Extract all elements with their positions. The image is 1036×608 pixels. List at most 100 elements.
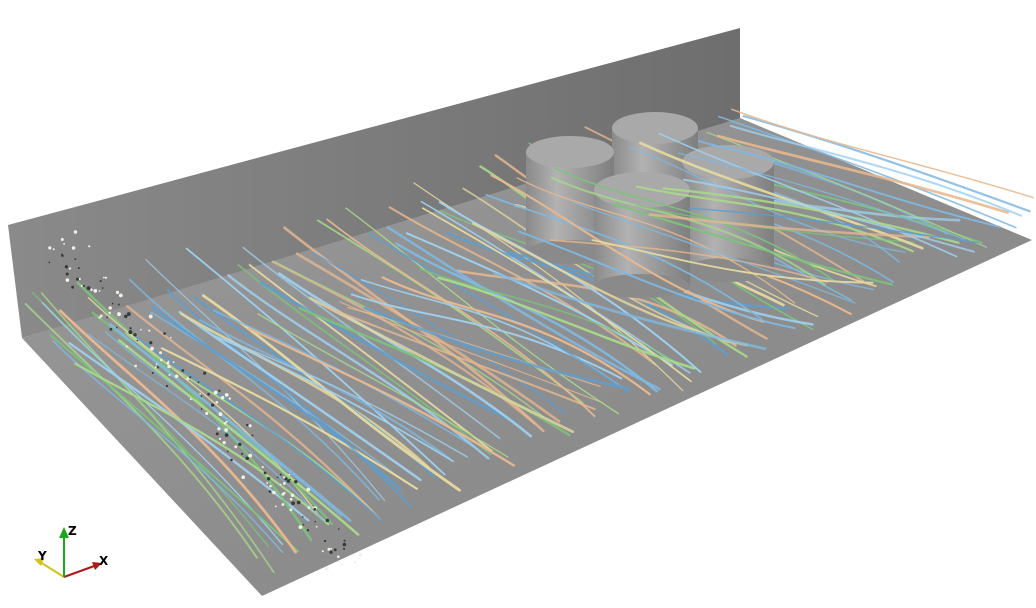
seed-point [218, 389, 221, 392]
streamline [211, 334, 454, 463]
seed-point [167, 364, 171, 369]
seed-point [90, 288, 93, 291]
seed-point [165, 384, 169, 388]
seed-point [155, 363, 158, 366]
streamline [731, 108, 1034, 199]
seed-point [78, 277, 81, 281]
streamline [316, 219, 584, 404]
seed-point [124, 314, 128, 319]
streamline [421, 207, 692, 383]
streamline [573, 201, 856, 304]
seed-point [77, 267, 80, 270]
streamline [41, 302, 284, 546]
seed-point [223, 421, 227, 425]
streamline [325, 305, 596, 411]
streamline [135, 336, 382, 522]
seed-point [115, 290, 120, 294]
seed-point [224, 428, 228, 432]
seed-point [151, 372, 154, 374]
seed-point [150, 346, 154, 351]
seed-point [289, 478, 291, 481]
streamline [591, 239, 874, 284]
streamline [493, 272, 767, 351]
seed-point [306, 487, 311, 492]
seed-point [71, 285, 75, 289]
streamline [201, 294, 461, 492]
seed-point [342, 542, 347, 547]
streamline [549, 239, 828, 283]
seed-point [106, 316, 109, 319]
seed-point [103, 276, 105, 279]
seed-point [343, 539, 346, 542]
streamline [125, 332, 374, 512]
seed-point [65, 272, 69, 276]
seed-point [246, 423, 249, 427]
seed-point [268, 490, 272, 493]
seed-point [266, 482, 269, 484]
seed-point [86, 286, 91, 291]
z-axis-label: Z [68, 524, 77, 538]
seed-point [172, 361, 175, 364]
seed-point [218, 412, 223, 417]
seed-point [341, 563, 344, 566]
seed-point [200, 408, 203, 410]
streamline [517, 230, 796, 330]
seed-point [301, 516, 304, 518]
seed-point [276, 476, 279, 479]
streamline [185, 247, 446, 476]
seed-point [80, 284, 83, 287]
seed-point [269, 484, 272, 488]
seed-point [75, 277, 80, 281]
seed-point [224, 392, 229, 397]
streamline [490, 174, 765, 323]
seed-point [108, 311, 111, 315]
seed-point [129, 327, 132, 330]
seed-point [174, 374, 179, 379]
streamline [648, 213, 931, 239]
seed-point [156, 366, 159, 369]
streamline [388, 206, 657, 366]
streamline [682, 178, 975, 253]
seed-point [248, 424, 252, 428]
x-axis-label: X [99, 554, 109, 568]
seed-point [272, 490, 276, 495]
streamline [405, 232, 674, 366]
seed-point [314, 520, 316, 523]
seed-point [160, 358, 163, 362]
streamline [639, 141, 924, 250]
seed-point [98, 290, 101, 292]
streamline [295, 252, 561, 423]
seed-point [307, 506, 311, 510]
seed-point [286, 479, 291, 483]
seed-point [60, 237, 64, 242]
streamline [180, 312, 430, 469]
streamline [381, 276, 651, 396]
seed-point [274, 505, 277, 508]
seed-point [93, 289, 98, 293]
seed-point [359, 553, 363, 557]
seed-point [225, 420, 228, 423]
streamline [277, 272, 533, 438]
streamline [24, 302, 258, 559]
seed-point [149, 341, 153, 345]
seed-point [329, 550, 333, 554]
streamline [677, 152, 966, 240]
streamline [658, 132, 958, 258]
seed-point [169, 336, 172, 339]
streamline [76, 281, 313, 542]
streamline [729, 124, 1023, 217]
seed-point [168, 373, 171, 376]
seed-point [279, 473, 282, 476]
seed-point [65, 278, 70, 282]
seed-point [291, 501, 295, 506]
seed-point [197, 381, 200, 384]
seed-point [98, 316, 101, 319]
streamline [222, 338, 468, 458]
seed-point [251, 434, 254, 437]
streamline [688, 207, 980, 244]
seed-point [336, 555, 340, 559]
seed-point [99, 280, 102, 283]
seed-point [333, 548, 337, 552]
orientation-axes-triad[interactable]: X Y Z [34, 524, 109, 578]
